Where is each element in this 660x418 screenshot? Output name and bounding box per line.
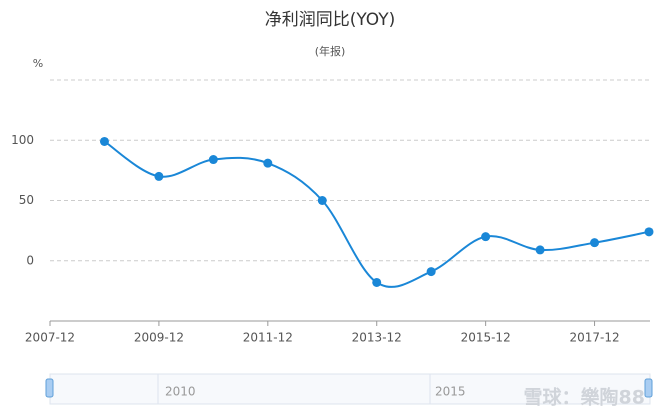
x-tick-label: 2013-12	[352, 331, 402, 345]
data-point	[263, 158, 273, 168]
data-point	[481, 232, 491, 242]
data-point	[154, 171, 164, 181]
watermark: 雪球：樂陶88	[524, 386, 645, 409]
chart-subtitle: (年报)	[315, 44, 346, 58]
y-tick-label: 50	[19, 193, 34, 207]
x-tick-label: 2007-12	[25, 331, 75, 345]
data-point	[644, 227, 654, 237]
slider-label: 2010	[165, 385, 196, 399]
slider-label: 2015	[435, 385, 466, 399]
y-tick-label: 0	[26, 253, 34, 267]
data-point	[317, 196, 327, 205]
data-point	[372, 277, 382, 287]
y-tick-label: 100	[11, 133, 34, 147]
x-tick-label: 2011-12	[243, 331, 293, 345]
chart-title: 净利润同比(YOY)	[265, 10, 396, 30]
data-point	[426, 267, 436, 277]
zoom-slider[interactable]	[49, 373, 651, 405]
slider-handle[interactable]	[644, 378, 653, 398]
x-tick-label: 2009-12	[134, 331, 184, 345]
data-point	[590, 238, 600, 248]
y-unit: %	[33, 57, 43, 70]
series-line	[103, 140, 650, 288]
slider-handle[interactable]	[45, 378, 54, 398]
data-point	[99, 136, 109, 146]
x-tick-label: 2017-12	[569, 331, 619, 345]
x-tick-label: 2015-12	[461, 331, 511, 345]
data-point	[208, 155, 218, 165]
data-point	[535, 245, 545, 255]
